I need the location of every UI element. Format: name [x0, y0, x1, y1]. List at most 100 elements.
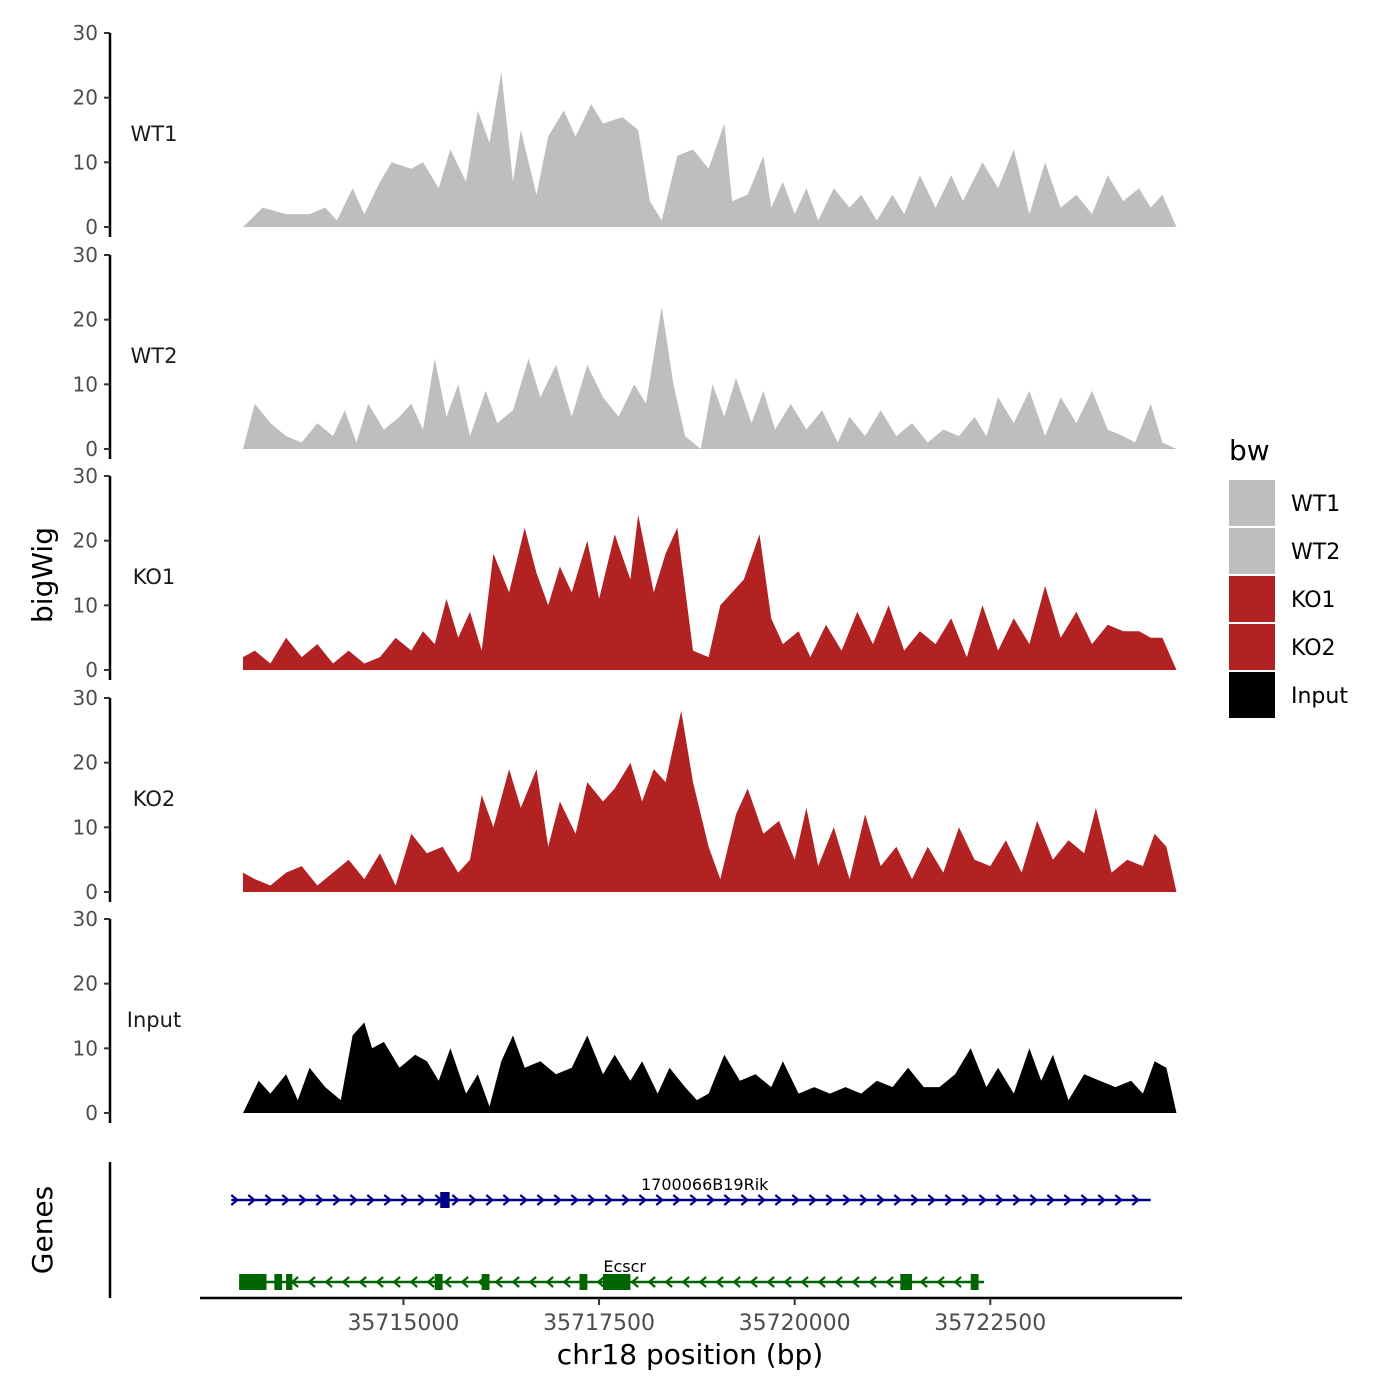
strand-chevron [264, 1194, 274, 1206]
track-label-wt2: WT2 [131, 344, 178, 368]
y-tick-label: 30 [73, 907, 98, 931]
exon [286, 1274, 293, 1290]
strand-chevron [341, 1276, 350, 1288]
strand-chevron [808, 1194, 818, 1206]
strand-chevron [1080, 1194, 1090, 1206]
y-axis-title: bigWig [26, 527, 59, 623]
track-panel-input: 0 10 20 30 Input [73, 907, 1177, 1125]
y-tick-label: 20 [73, 972, 98, 996]
strand-chevron [936, 1276, 945, 1288]
strand-chevron [961, 1194, 971, 1206]
x-tick-label: 35722500 [934, 1311, 1046, 1336]
strand-chevron [876, 1194, 886, 1206]
strand-chevron [409, 1276, 418, 1288]
strand-chevron [519, 1194, 529, 1206]
strand-chevron [834, 1276, 843, 1288]
legend: WT1 WT2 KO1 KO2 Input [1229, 480, 1348, 718]
coverage-area-ko1 [243, 514, 1177, 670]
y-tick-label: 10 [73, 372, 98, 396]
y-tick-label: 30 [73, 243, 98, 267]
exon [274, 1274, 283, 1290]
gene-1700066b19rik: 1700066B19Rik [230, 1175, 1151, 1208]
exon [434, 1274, 443, 1290]
strand-chevron [315, 1194, 325, 1206]
x-axis-title: chr18 position (bp) [557, 1338, 823, 1371]
genes-layer: 1700066B19Rik Ecscr [108, 1162, 1151, 1298]
strand-chevron [672, 1194, 682, 1206]
strand-chevron [443, 1276, 452, 1288]
strand-chevron [451, 1194, 461, 1206]
strand-chevron [1114, 1194, 1124, 1206]
legend-label: WT2 [1291, 540, 1340, 565]
legend-item-wt1: WT1 [1229, 480, 1340, 526]
coverage-area-input [243, 1022, 1177, 1113]
strand-chevron [893, 1194, 903, 1206]
strand-chevron [681, 1276, 690, 1288]
y-tick-label: 0 [85, 215, 98, 239]
strand-chevron [570, 1194, 580, 1206]
strand-chevron [698, 1276, 707, 1288]
strand-chevron [1063, 1194, 1073, 1206]
strand-chevron [749, 1276, 758, 1288]
y-tick-label: 0 [85, 1101, 98, 1125]
strand-chevron [562, 1276, 571, 1288]
strand-chevron [978, 1194, 988, 1206]
y-tick-label: 20 [73, 86, 98, 110]
legend-swatch [1229, 576, 1275, 622]
y-tick-label: 10 [73, 593, 98, 617]
strand-chevron [494, 1276, 503, 1288]
strand-chevron [281, 1194, 291, 1206]
y-tick-label: 20 [73, 308, 98, 332]
strand-chevron [783, 1276, 792, 1288]
legend-swatch [1229, 672, 1275, 718]
legend-label: KO1 [1291, 588, 1336, 613]
exon [239, 1274, 267, 1290]
legend-item-ko1: KO1 [1229, 576, 1336, 622]
y-tick-label: 20 [73, 751, 98, 775]
exon [579, 1274, 588, 1290]
strand-chevron [630, 1276, 639, 1288]
strand-chevron [817, 1276, 826, 1288]
x-tick-label: 35717500 [543, 1311, 655, 1336]
track-label-wt1: WT1 [131, 122, 178, 146]
exon [900, 1274, 913, 1290]
strand-chevron [944, 1194, 954, 1206]
strand-chevron [647, 1276, 656, 1288]
strand-chevron [715, 1276, 724, 1288]
strand-chevron [587, 1194, 597, 1206]
y-tick-label: 10 [73, 815, 98, 839]
strand-chevron [485, 1194, 495, 1206]
genes-panel-label: Genes [26, 1186, 59, 1274]
y-tick-label: 20 [73, 529, 98, 553]
y-tick-label: 0 [85, 658, 98, 682]
strand-chevron [460, 1276, 469, 1288]
strand-chevron [723, 1194, 733, 1206]
strand-chevron [774, 1194, 784, 1206]
strand-chevron [842, 1194, 852, 1206]
strand-chevron [927, 1194, 937, 1206]
track-panel-wt1: 0 10 20 30 WT1 [73, 21, 1177, 239]
strand-chevron [375, 1276, 384, 1288]
strand-chevron [664, 1276, 673, 1288]
strand-chevron [417, 1194, 427, 1206]
gene-label: Ecscr [603, 1257, 646, 1276]
strand-chevron [706, 1194, 716, 1206]
y-tick-label: 30 [73, 464, 98, 488]
strand-chevron [1012, 1194, 1022, 1206]
legend-swatch [1229, 480, 1275, 526]
strand-chevron [791, 1194, 801, 1206]
x-axis: 35715000 35717500 35720000 35722500 [200, 1296, 1182, 1336]
strand-chevron [621, 1194, 631, 1206]
strand-chevron [324, 1276, 333, 1288]
strand-chevron [230, 1194, 240, 1206]
track-panel-ko1: 0 10 20 30 KO1 [73, 464, 1177, 682]
strand-chevron [689, 1194, 699, 1206]
strand-chevron [332, 1194, 342, 1206]
y-tick-label: 10 [73, 1036, 98, 1060]
strand-chevron [851, 1276, 860, 1288]
strand-chevron [502, 1194, 512, 1206]
legend-item-wt2: WT2 [1229, 528, 1340, 574]
track-label-ko1: KO1 [133, 565, 176, 589]
strand-chevron [885, 1276, 894, 1288]
strand-chevron [536, 1194, 546, 1206]
